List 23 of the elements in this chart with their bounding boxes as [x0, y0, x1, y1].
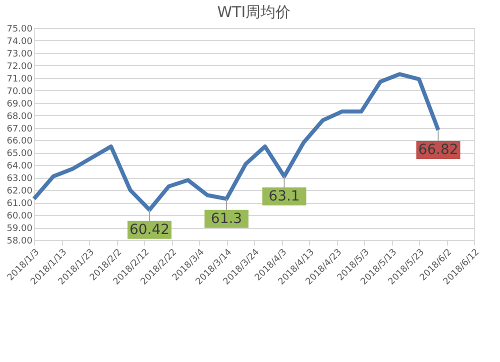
y-tick-label: 62.00 [6, 186, 33, 197]
annotation: 61.3 [210, 210, 242, 227]
y-tick-label: 61.00 [6, 199, 33, 210]
y-tick-label: 67.00 [6, 124, 33, 134]
y-tick-label: 72.00 [6, 62, 33, 72]
y-tick-label: 74.00 [6, 36, 33, 47]
y-tick-label: 59.00 [6, 224, 33, 234]
y-tick-label: 75.00 [6, 24, 33, 34]
y-tick-label: 70.00 [6, 86, 33, 97]
y-tick-label: 58.00 [6, 236, 33, 246]
y-tick-label: 73.00 [6, 49, 33, 60]
y-tick-label: 60.00 [6, 212, 33, 222]
y-tick-label: 66.00 [6, 136, 33, 147]
annotation: 60.42 [129, 222, 170, 238]
y-tick-label: 65.00 [6, 149, 33, 160]
y-tick-label: 68.00 [6, 112, 33, 122]
chart-title: WTI周均价 [217, 3, 291, 21]
y-tick-label: 69.00 [6, 99, 33, 110]
y-tick-label: 63.00 [6, 174, 33, 184]
annotation: 63.1 [268, 188, 300, 204]
y-tick-label: 71.00 [6, 74, 33, 84]
y-tick-label: 64.00 [6, 162, 33, 172]
annotation: 66.82 [418, 142, 458, 158]
